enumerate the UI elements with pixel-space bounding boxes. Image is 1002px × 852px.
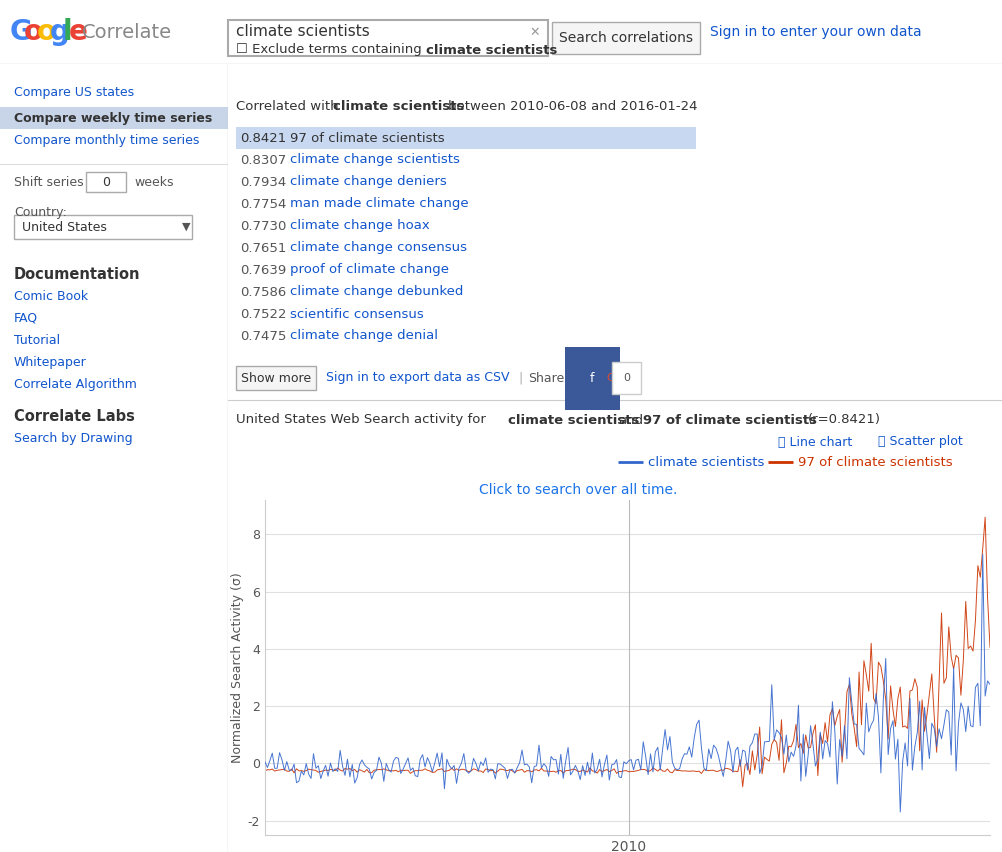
Text: Compare US states: Compare US states (14, 85, 134, 99)
Text: Comic Book: Comic Book (14, 290, 88, 302)
Text: Correlate: Correlate (82, 22, 172, 42)
Text: Search correlations: Search correlations (559, 31, 693, 45)
Text: o: o (37, 18, 56, 46)
Text: ✕: ✕ (529, 26, 540, 38)
Text: climate scientists: climate scientists (236, 25, 370, 39)
Text: climate change denial: climate change denial (290, 330, 438, 343)
Text: 🐦: 🐦 (573, 371, 580, 384)
FancyBboxPatch shape (236, 127, 696, 149)
Text: 97 of climate scientists: 97 of climate scientists (798, 456, 953, 469)
Text: 0.8307: 0.8307 (240, 153, 287, 166)
Text: 0.7475: 0.7475 (240, 330, 287, 343)
FancyBboxPatch shape (236, 366, 316, 390)
Text: Correlate Algorithm: Correlate Algorithm (14, 377, 137, 390)
Text: 0.7730: 0.7730 (240, 220, 287, 233)
Text: climate change debunked: climate change debunked (290, 285, 463, 298)
Text: 0.7651: 0.7651 (240, 241, 287, 255)
Text: G+: G+ (606, 373, 624, 383)
Text: man made climate change: man made climate change (290, 198, 469, 210)
Text: climate scientists: climate scientists (648, 456, 765, 469)
Text: g: g (50, 18, 70, 46)
Text: e: e (69, 18, 88, 46)
Text: (r=0.8421): (r=0.8421) (808, 413, 881, 427)
Text: climate change consensus: climate change consensus (290, 241, 467, 255)
Text: 📈 Line chart: 📈 Line chart (778, 435, 853, 448)
Text: and: and (618, 413, 643, 427)
Text: climate change deniers: climate change deniers (290, 176, 447, 188)
Text: 0.7754: 0.7754 (240, 198, 287, 210)
Text: between 2010-06-08 and 2016-01-24: between 2010-06-08 and 2016-01-24 (448, 101, 697, 113)
Text: United States Web Search activity for: United States Web Search activity for (236, 413, 490, 427)
Text: Sign in to export data as CSV: Sign in to export data as CSV (326, 371, 509, 384)
Text: Search by Drawing: Search by Drawing (14, 431, 132, 445)
Text: 0.7934: 0.7934 (240, 176, 287, 188)
Text: Correlated with: Correlated with (236, 101, 343, 113)
Text: Whitepaper: Whitepaper (14, 355, 87, 369)
Text: FAQ: FAQ (14, 312, 38, 325)
Text: climate scientists: climate scientists (333, 101, 464, 113)
Text: Documentation: Documentation (14, 267, 140, 281)
Text: Correlate Labs: Correlate Labs (14, 408, 135, 423)
Text: ☐ Exclude terms containing: ☐ Exclude terms containing (236, 43, 422, 56)
Text: proof of climate change: proof of climate change (290, 263, 449, 277)
Text: scientific consensus: scientific consensus (290, 308, 424, 320)
Text: climate change hoax: climate change hoax (290, 220, 430, 233)
Text: Sign in to enter your own data: Sign in to enter your own data (710, 25, 922, 39)
Text: Click to search over all time.: Click to search over all time. (479, 483, 677, 497)
Text: weeks: weeks (134, 176, 173, 188)
Text: 97 of climate scientists: 97 of climate scientists (643, 413, 817, 427)
Text: climate change scientists: climate change scientists (290, 153, 460, 166)
FancyBboxPatch shape (0, 107, 228, 129)
Text: |: | (518, 371, 522, 384)
Text: f: f (590, 371, 594, 384)
Text: l: l (63, 18, 72, 46)
FancyBboxPatch shape (552, 22, 700, 54)
Text: ▼: ▼ (182, 222, 190, 232)
Text: Shift series: Shift series (14, 176, 83, 188)
Text: 97 of climate scientists: 97 of climate scientists (290, 131, 445, 145)
Text: G: G (10, 18, 33, 46)
Text: 0: 0 (102, 176, 110, 188)
Text: climate scientists: climate scientists (426, 43, 557, 56)
Text: 0.7586: 0.7586 (240, 285, 287, 298)
Text: 0.8421: 0.8421 (240, 131, 287, 145)
Text: 📈 Scatter plot: 📈 Scatter plot (878, 435, 963, 448)
FancyBboxPatch shape (86, 172, 126, 192)
Text: 0: 0 (623, 373, 630, 383)
Text: Compare weekly time series: Compare weekly time series (14, 112, 212, 124)
FancyBboxPatch shape (14, 215, 192, 239)
Text: climate scientists: climate scientists (508, 413, 639, 427)
Text: Show more: Show more (240, 371, 311, 384)
Y-axis label: Normalized Search Activity (σ): Normalized Search Activity (σ) (230, 573, 243, 763)
Text: Tutorial: Tutorial (14, 333, 60, 347)
FancyBboxPatch shape (228, 20, 548, 56)
Text: 0.7639: 0.7639 (240, 263, 287, 277)
Text: 0.7522: 0.7522 (240, 308, 287, 320)
Text: United States: United States (22, 221, 107, 233)
Text: o: o (24, 18, 43, 46)
Text: Compare monthly time series: Compare monthly time series (14, 134, 199, 147)
Text: Country:: Country: (14, 205, 67, 218)
Text: Share:: Share: (528, 371, 568, 384)
